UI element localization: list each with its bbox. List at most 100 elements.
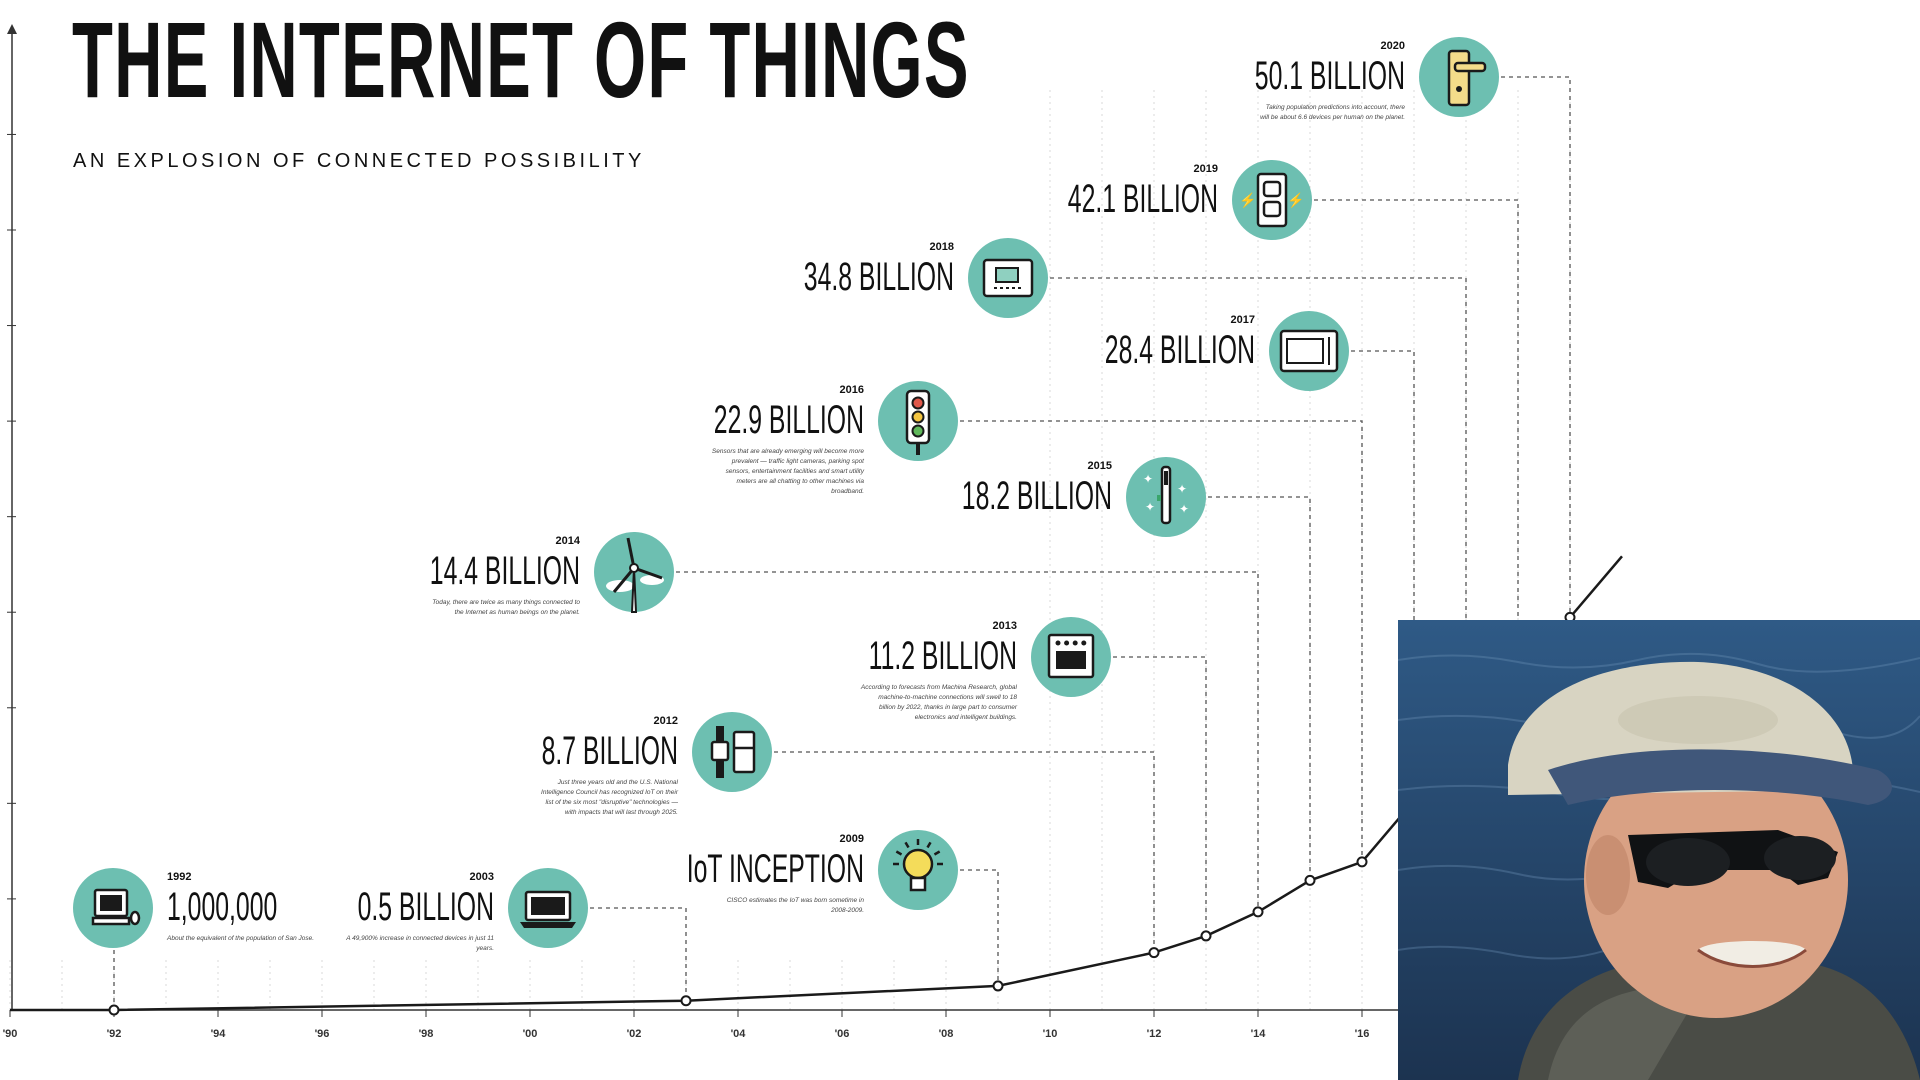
milestone-note-line: Today, there are twice as many things co… (432, 599, 580, 606)
toothbrush-icon-part (1164, 471, 1168, 485)
milestone-note: Today, there are twice as many things co… (432, 599, 580, 616)
lightbulb-icon-part (933, 850, 941, 856)
milestone-note-line: CISCO estimates the IoT was born sometim… (727, 897, 865, 904)
milestone-2015: ✦ ✦ ✦ ✦ 2015 18.2 BILLION (962, 457, 1206, 537)
x-tick-label: '14 (1251, 1028, 1267, 1040)
milestone-year: 2019 (1194, 163, 1218, 175)
wind-turbine-icon-part (626, 537, 636, 569)
milestone-2009: 2009 IoT INCEPTION CISCO estimates the IoT… (687, 830, 958, 914)
milestone-value: 0.5 BILLION (358, 885, 494, 929)
milestone-note-line: machine-to-machine connections will swel… (878, 694, 1017, 701)
outlet-icon-part: ⚡ (1239, 192, 1256, 209)
microwave-icon-part (1286, 338, 1324, 364)
milestone-note-line: sensors, entertainment facilities and sm… (726, 468, 865, 475)
milestone-value: 42.1 BILLION (1068, 177, 1218, 221)
milestone-note: Just three years old and the U.S. Nation… (541, 779, 679, 816)
oven-icon-part (1081, 640, 1087, 646)
milestone-year: 2014 (556, 535, 581, 547)
milestone-2003: 2003 0.5 BILLION A 49,900% increase in con… (345, 868, 588, 952)
door-handle-icon-part (1456, 86, 1462, 92)
x-tick-label: '00 (523, 1028, 538, 1040)
toothbrush-icon-part: ✦ (1143, 472, 1153, 486)
milestone-year: 2017 (1231, 314, 1255, 326)
milestone-icon-circle (692, 712, 772, 792)
traffic-light-icon-part (911, 410, 925, 424)
data-point (108, 1004, 120, 1016)
oven-icon-part (1072, 640, 1078, 646)
milestone-note-line: list of the six most "disruptive" techno… (545, 799, 678, 806)
milestone-note-line: According to forecasts from Machina Rese… (860, 684, 1018, 691)
x-tick-label: '08 (939, 1028, 954, 1040)
lightbulb-icon-part (926, 841, 932, 849)
milestone-value: 18.2 BILLION (962, 474, 1112, 518)
x-tick-label: '02 (627, 1028, 642, 1040)
milestone-note-line: years. (475, 945, 494, 952)
milestone-value: 22.9 BILLION (714, 398, 864, 442)
milestone-year: 2009 (840, 833, 864, 845)
milestone-2014: 2014 14.4 BILLION Today, there are twice a… (430, 532, 674, 616)
traffic-light-icon-part (916, 443, 920, 455)
y-axis-arrow (7, 24, 17, 34)
x-tick-label: '94 (211, 1028, 227, 1040)
milestone-note-line: electronics and intelligent buildings. (915, 714, 1017, 721)
lightbulb-icon-part (909, 876, 927, 892)
milestone-note-line: Sensors that are already emerging will b… (712, 448, 864, 455)
milestone-connector (774, 751, 1155, 953)
milestone-year: 2020 (1381, 40, 1405, 52)
milestone-2018: 2018 34.8 BILLION (804, 238, 1048, 318)
milestone-note-line: broadband. (831, 488, 864, 495)
milestone-connector (1501, 76, 1571, 618)
milestone-note-line: A 49,900% increase in connected devices … (345, 935, 494, 942)
milestone-connector (1208, 496, 1311, 881)
chart-title: THE INTERNET OF THINGS (72, 0, 970, 120)
traffic-light-icon-part (911, 396, 925, 410)
x-tick-label: '90 (3, 1028, 18, 1040)
data-point (1304, 874, 1316, 886)
x-tick-label: '06 (835, 1028, 850, 1040)
milestone-2020: 2020 50.1 BILLION Taking population predic… (1255, 37, 1499, 121)
laptop-icon-part (531, 897, 565, 915)
lightbulb-icon-part (895, 850, 903, 856)
milestone-note-line: billion by 2022, thanks in large part to… (879, 704, 1018, 711)
toothbrush-icon-part: ✦ (1177, 482, 1187, 496)
outlet-icon-part: ⚡ (1287, 192, 1304, 209)
computer-icon-part (129, 910, 141, 926)
milestone-note-line: Just three years old and the U.S. Nation… (557, 779, 679, 786)
milestone-note: About the equivalent of the population o… (166, 935, 314, 942)
milestone-2019: ⚡ ⚡ 2019 42.1 BILLION (1068, 160, 1312, 240)
milestone-year: 1992 (167, 871, 191, 883)
milestone-year: 2018 (930, 241, 954, 253)
milestone-note-line: prevalent — traffic light cameras, parki… (731, 458, 865, 465)
person-photo (1398, 620, 1920, 1080)
milestone-note-line: Taking population predictions into accou… (1266, 104, 1406, 111)
milestone-value: 8.7 BILLION (542, 729, 678, 773)
milestone-connector (960, 420, 1363, 862)
milestone-note-line: will be about 6.6 devices per human on t… (1260, 114, 1405, 121)
milestone-note-line: the Internet as human beings on the plan… (455, 609, 581, 616)
data-point (992, 980, 1004, 992)
milestone-value: IoT INCEPTION (687, 847, 864, 891)
x-tick-label: '16 (1355, 1028, 1370, 1040)
milestone-note-line: About the equivalent of the population o… (166, 935, 314, 942)
milestone-note-line: with impacts that will last through 2025… (565, 809, 678, 816)
milestone-value: 1,000,000 (167, 885, 277, 929)
milestone-connector (1113, 656, 1207, 936)
milestone-note: A 49,900% increase in connected devices … (345, 935, 494, 952)
milestone-2016: 2016 22.9 BILLION Sensors that are already… (712, 381, 958, 495)
milestone-1992: 1992 1,000,000 About the equivalent of the… (73, 868, 314, 948)
milestone-value: 34.8 BILLION (804, 255, 954, 299)
milestone-note-line: 2008-2009. (830, 907, 864, 914)
oven-icon-part (1056, 651, 1086, 669)
milestone-value: 14.4 BILLION (430, 549, 580, 593)
milestone-year: 2013 (993, 620, 1017, 632)
milestone-year: 2012 (654, 715, 678, 727)
computer-icon-part (100, 895, 122, 911)
x-tick-label: '04 (731, 1028, 747, 1040)
x-tick-label: '12 (1147, 1028, 1162, 1040)
milestone-note: Sensors that are already emerging will b… (712, 448, 865, 495)
data-point (1252, 906, 1264, 918)
data-point (1148, 947, 1160, 959)
wind-turbine-icon-part (630, 567, 638, 613)
milestone-year: 2003 (470, 871, 494, 883)
